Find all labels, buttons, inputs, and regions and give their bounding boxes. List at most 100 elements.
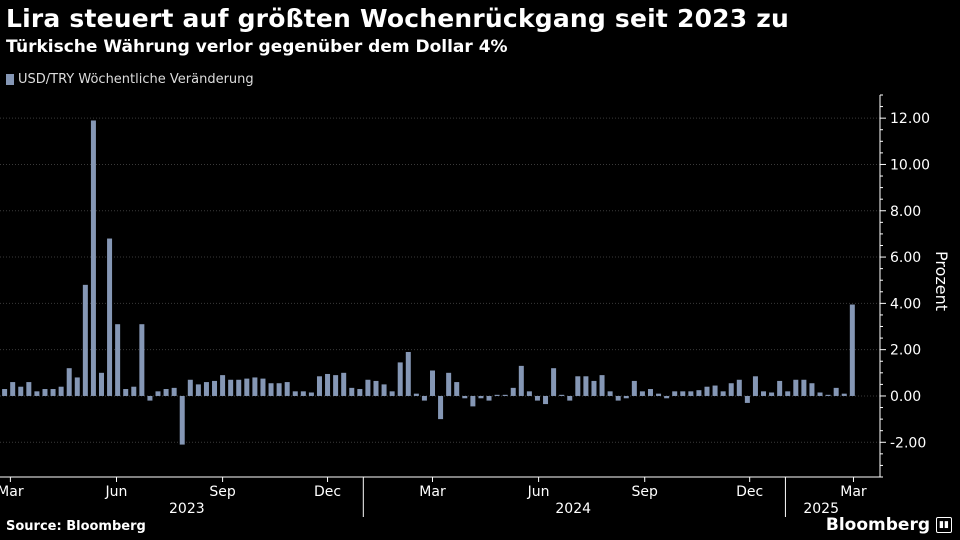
- legend: USD/TRY Wöchentliche Veränderung: [6, 72, 254, 87]
- bar: [809, 383, 815, 396]
- bar: [252, 377, 258, 396]
- bar: [397, 362, 403, 396]
- bar: [599, 375, 605, 396]
- bar: [631, 380, 637, 396]
- bar: [171, 387, 177, 396]
- bar: [680, 391, 686, 396]
- bar: [841, 393, 847, 396]
- x-tick-label: Mar: [0, 484, 24, 500]
- x-tick-label: Jun: [527, 484, 550, 500]
- x-tick-label: Mar: [840, 484, 867, 500]
- bar: [66, 368, 72, 396]
- bar: [131, 386, 137, 396]
- y-tick-label: 4.00: [890, 296, 921, 312]
- bar: [817, 392, 823, 396]
- y-tick-label: 0.00: [890, 389, 921, 405]
- x-tick-labels: Mar Jun Sep Dec Mar Jun Sep Dec Mar 2023 2024 2025: [0, 477, 867, 517]
- bar: [90, 120, 96, 396]
- bar: [438, 395, 444, 420]
- bar: [430, 370, 436, 396]
- bar: [486, 395, 492, 401]
- bar: [18, 386, 24, 396]
- axes: [0, 94, 886, 478]
- bar: [688, 391, 694, 396]
- bar: [212, 380, 218, 396]
- bar: [728, 383, 734, 396]
- bar: [139, 324, 145, 396]
- bar: [785, 391, 791, 396]
- y-tick-label: 8.00: [890, 204, 921, 220]
- bar: [341, 372, 347, 396]
- bar: [664, 395, 670, 399]
- brand: Bloomberg ▮▮: [826, 515, 952, 535]
- bar: [825, 394, 831, 396]
- bar: [260, 378, 266, 396]
- bar: [405, 351, 411, 396]
- bar: [704, 386, 710, 396]
- bar: [510, 387, 516, 396]
- bar: [187, 379, 193, 396]
- bar: [107, 238, 113, 396]
- bar: [284, 382, 290, 396]
- bar: [115, 324, 121, 396]
- bar: [736, 379, 742, 396]
- x-tick-label: Jun: [105, 484, 128, 500]
- bar: [849, 304, 855, 396]
- bar: [696, 390, 702, 396]
- bar: [389, 391, 395, 396]
- bar: [534, 395, 540, 401]
- chart-title: Lira steuert auf größten Wochenrückgang …: [6, 4, 790, 33]
- bar: [236, 379, 242, 396]
- y-axis-label: Prozent: [932, 251, 951, 311]
- bar: [502, 394, 508, 396]
- bar: [720, 391, 726, 396]
- legend-swatch: [6, 74, 14, 85]
- x-year-label: 2025: [803, 501, 839, 517]
- bar: [349, 387, 355, 396]
- bar: [761, 391, 767, 396]
- bar: [647, 389, 653, 396]
- bar: [244, 378, 250, 396]
- x-tick-label: Sep: [209, 484, 236, 500]
- bar: [575, 376, 581, 396]
- y-tick-label: 2.00: [890, 343, 921, 359]
- bar: [195, 384, 201, 396]
- bar: [98, 372, 104, 396]
- chart-subtitle: Türkische Währung verlor gegenüber dem D…: [6, 37, 508, 57]
- bar: [123, 389, 129, 396]
- bar: [220, 375, 226, 396]
- bar: [26, 382, 32, 396]
- bar: [551, 368, 557, 396]
- bar: [446, 372, 452, 396]
- x-year-label: 2023: [169, 501, 205, 517]
- legend-label: USD/TRY Wöchentliche Veränderung: [18, 72, 254, 87]
- x-tick-label: Sep: [632, 484, 659, 500]
- bar: [179, 395, 185, 445]
- bar: [583, 376, 589, 396]
- bar: [316, 376, 322, 396]
- bar: [777, 380, 783, 396]
- bar: [801, 379, 807, 396]
- x-tick-label: Dec: [314, 484, 341, 500]
- source-note: Source: Bloomberg: [6, 519, 146, 534]
- bar: [769, 392, 775, 396]
- bar: [470, 395, 476, 407]
- bar: [163, 389, 169, 396]
- bar: [58, 386, 64, 396]
- bar: [10, 382, 16, 396]
- y-tick-label: 6.00: [890, 250, 921, 266]
- bar: [74, 377, 80, 396]
- y-tick-label: 12.00: [890, 111, 930, 127]
- bar: [203, 382, 209, 396]
- brand-label: Bloomberg: [825, 515, 930, 535]
- bar: [325, 373, 331, 396]
- bar: [268, 383, 274, 396]
- x-tick-label: Mar: [419, 484, 446, 500]
- bar: [82, 284, 88, 396]
- bar: [228, 379, 234, 396]
- bar: [155, 391, 161, 396]
- bar: [2, 389, 8, 396]
- bar: [276, 383, 282, 396]
- x-year-label: 2024: [555, 501, 591, 517]
- bar: [333, 375, 339, 396]
